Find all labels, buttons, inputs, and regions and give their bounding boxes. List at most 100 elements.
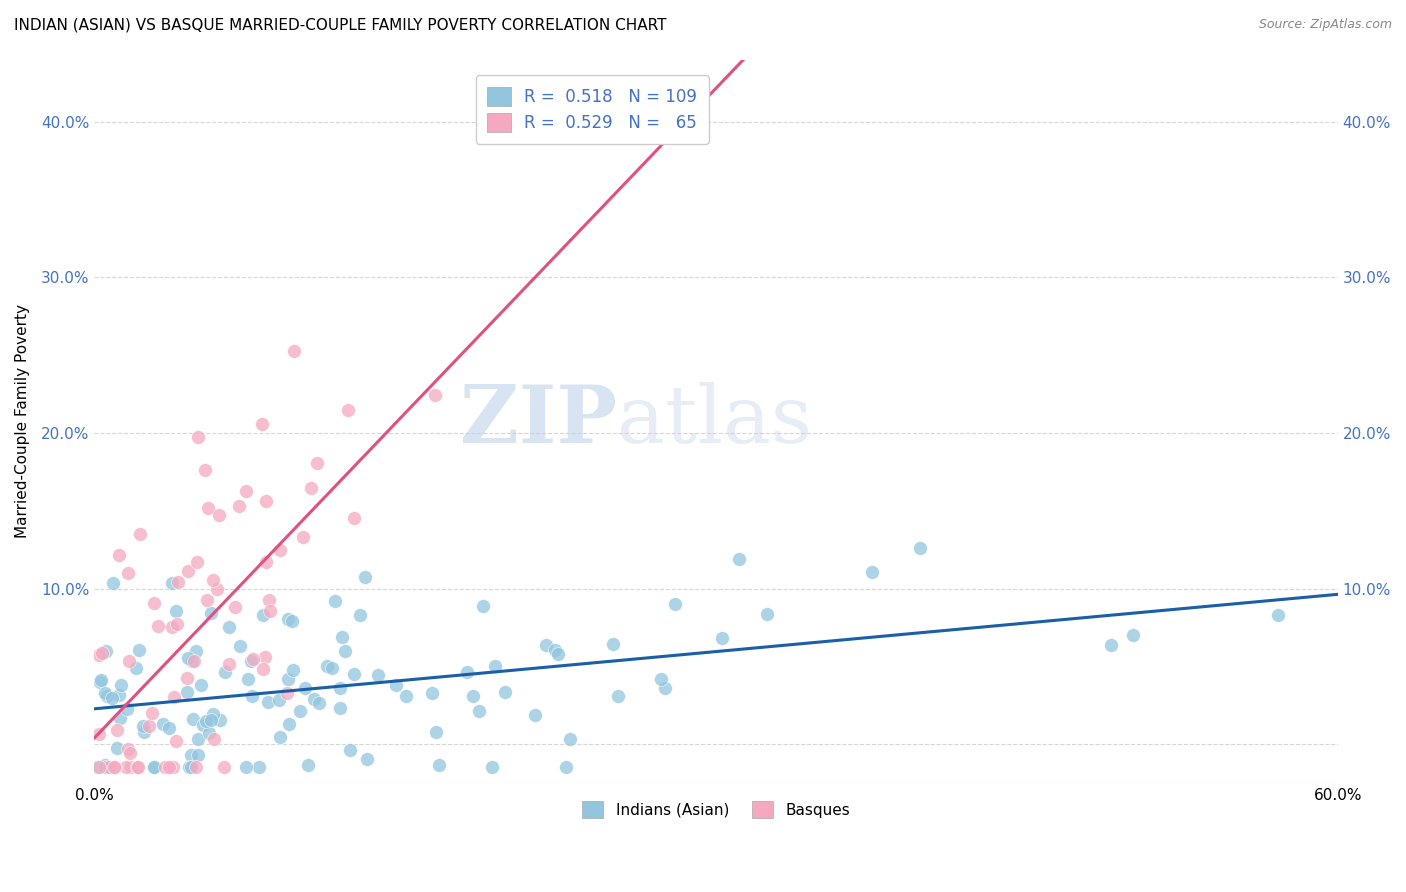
Point — [103, 760, 125, 774]
Point — [177, 565, 200, 579]
Point — [395, 689, 418, 703]
Point — [143, 596, 166, 610]
Point — [524, 708, 547, 723]
Point — [186, 643, 208, 657]
Point — [461, 689, 484, 703]
Point — [118, 654, 141, 668]
Point — [650, 672, 672, 686]
Point — [229, 639, 252, 653]
Point — [290, 704, 312, 718]
Point — [205, 582, 228, 597]
Y-axis label: Married-Couple Family Poverty: Married-Couple Family Poverty — [15, 304, 30, 538]
Text: INDIAN (ASIAN) VS BASQUE MARRIED-COUPLE FAMILY POVERTY CORRELATION CHART: INDIAN (ASIAN) VS BASQUE MARRIED-COUPLE … — [14, 18, 666, 33]
Point — [425, 725, 447, 739]
Point — [425, 388, 447, 402]
Point — [336, 403, 359, 417]
Point — [212, 760, 235, 774]
Point — [195, 592, 218, 607]
Point — [141, 706, 163, 720]
Point — [165, 734, 187, 748]
Point — [494, 685, 516, 699]
Point — [339, 742, 361, 756]
Point — [277, 612, 299, 626]
Point — [138, 719, 160, 733]
Point — [214, 665, 236, 679]
Point — [224, 600, 246, 615]
Point — [103, 760, 125, 774]
Point — [420, 686, 443, 700]
Point — [177, 760, 200, 774]
Point — [183, 654, 205, 668]
Point — [176, 671, 198, 685]
Point — [202, 732, 225, 747]
Point — [201, 573, 224, 587]
Point — [87, 727, 110, 741]
Point — [162, 575, 184, 590]
Point — [134, 725, 156, 739]
Point — [558, 732, 581, 747]
Point — [1122, 628, 1144, 642]
Point — [281, 615, 304, 629]
Text: Source: ZipAtlas.com: Source: ZipAtlas.com — [1258, 18, 1392, 31]
Point — [160, 620, 183, 634]
Point — [354, 570, 377, 584]
Point — [143, 760, 166, 774]
Point — [756, 607, 779, 622]
Point — [711, 631, 734, 645]
Point — [157, 760, 180, 774]
Point — [194, 463, 217, 477]
Point — [105, 741, 128, 756]
Point — [534, 638, 557, 652]
Point — [257, 695, 280, 709]
Point — [114, 760, 136, 774]
Point — [128, 643, 150, 657]
Point — [554, 760, 576, 774]
Point — [87, 760, 110, 774]
Text: ZIP: ZIP — [460, 383, 617, 460]
Point — [162, 760, 184, 774]
Point — [110, 678, 132, 692]
Text: atlas: atlas — [617, 383, 811, 460]
Point — [294, 681, 316, 695]
Point — [186, 555, 208, 569]
Point — [328, 701, 350, 715]
Point — [269, 543, 291, 558]
Point — [90, 673, 112, 687]
Point — [200, 713, 222, 727]
Point — [468, 704, 491, 718]
Point — [484, 658, 506, 673]
Point — [240, 689, 263, 703]
Legend: Indians (Asian), Basques: Indians (Asian), Basques — [574, 793, 858, 826]
Point — [329, 681, 352, 695]
Point — [166, 616, 188, 631]
Point — [108, 711, 131, 725]
Point — [153, 760, 176, 774]
Point — [94, 686, 117, 700]
Point — [240, 654, 263, 668]
Point — [471, 599, 494, 614]
Point — [103, 576, 125, 591]
Point — [197, 500, 219, 515]
Point — [252, 662, 274, 676]
Point — [180, 654, 202, 668]
Point — [333, 644, 356, 658]
Point — [125, 661, 148, 675]
Point — [385, 677, 408, 691]
Point — [291, 530, 314, 544]
Point — [120, 760, 142, 774]
Point — [235, 483, 257, 498]
Point — [87, 648, 110, 663]
Point — [254, 555, 277, 569]
Point — [96, 644, 118, 658]
Point — [259, 604, 281, 618]
Point — [97, 760, 120, 774]
Point — [127, 760, 149, 774]
Point — [228, 499, 250, 513]
Point — [86, 760, 108, 774]
Point — [101, 691, 124, 706]
Point — [96, 689, 118, 703]
Point — [208, 508, 231, 523]
Point — [323, 594, 346, 608]
Point — [108, 689, 131, 703]
Point — [108, 549, 131, 563]
